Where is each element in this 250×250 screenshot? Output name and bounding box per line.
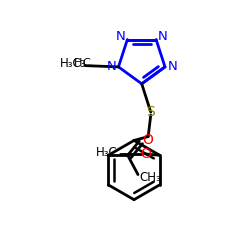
Text: CH₃: CH₃ (139, 171, 161, 184)
Text: H₃C: H₃C (96, 146, 118, 159)
Text: 3: 3 (79, 60, 84, 69)
Text: N: N (158, 30, 168, 44)
Text: H₃C: H₃C (60, 57, 81, 70)
Text: O: O (140, 147, 151, 161)
Text: N: N (167, 60, 177, 74)
Text: C: C (82, 58, 90, 68)
Text: O: O (142, 133, 153, 147)
Text: S: S (146, 105, 155, 119)
Text: H: H (74, 58, 83, 68)
Text: N: N (106, 60, 116, 74)
Text: N: N (116, 30, 126, 44)
